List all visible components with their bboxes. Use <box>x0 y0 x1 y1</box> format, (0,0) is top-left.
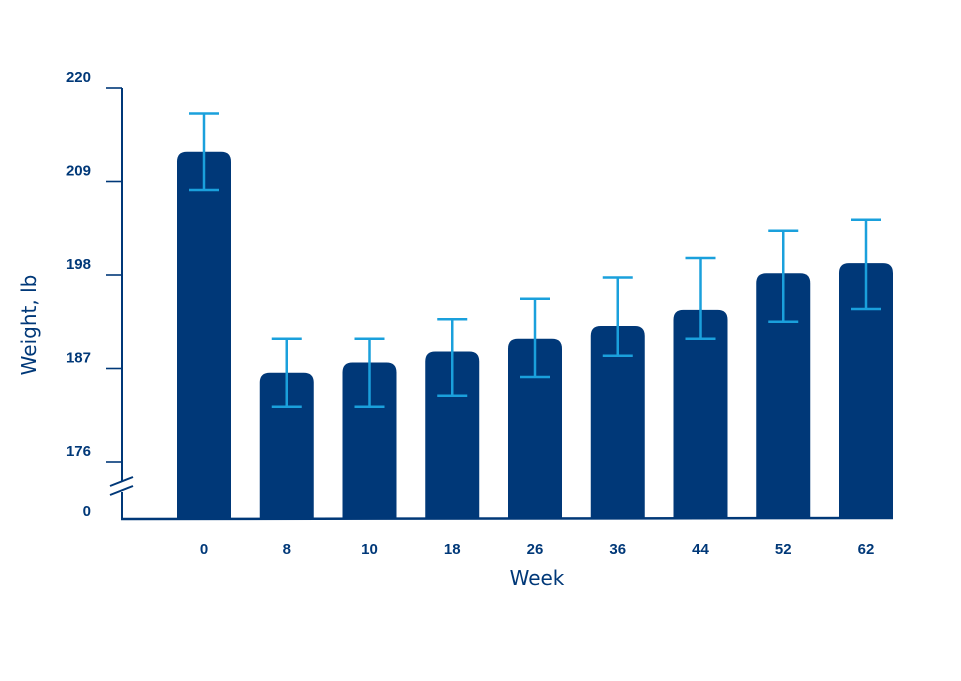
y-tick-label: 176 <box>66 443 91 460</box>
bar-week-18 <box>425 351 480 519</box>
y-tick-label: 0 <box>83 503 91 520</box>
error-bar-week-52 <box>768 229 799 323</box>
x-tick-label: 10 <box>361 541 378 558</box>
axis-break-gap <box>110 481 134 492</box>
error-bars <box>189 112 881 408</box>
error-bar-week-0 <box>189 112 219 192</box>
error-bar-week-26 <box>520 297 550 379</box>
y-axis: 220 209 198 187 176 0 <box>66 69 134 520</box>
x-tick-label: 36 <box>609 541 626 558</box>
x-tick-label: 44 <box>692 541 709 558</box>
x-tick-label: 52 <box>775 541 792 558</box>
axis-break-mark <box>109 485 134 496</box>
y-tick-label: 198 <box>66 256 91 273</box>
y-axis-title: Weight, lb <box>17 275 41 376</box>
bar-week-10 <box>342 362 397 519</box>
x-tick-label: 62 <box>858 541 875 558</box>
y-tick-label: 209 <box>66 163 91 180</box>
x-axis: 0 8 10 18 26 36 44 52 62 <box>120 516 894 558</box>
bars <box>177 151 893 519</box>
bar-week-26 <box>508 338 562 519</box>
error-bar-week-18 <box>437 317 468 397</box>
bar-week-36 <box>590 326 645 519</box>
error-bar-week-36 <box>602 276 633 357</box>
bar-week-62 <box>839 263 893 519</box>
x-tick-label: 8 <box>283 541 291 558</box>
x-tick-label: 26 <box>527 541 544 558</box>
x-tick-label: 18 <box>444 541 461 558</box>
error-bar-week-44 <box>685 256 716 340</box>
x-axis-title: Week <box>510 566 565 590</box>
bar-week-0 <box>177 151 231 519</box>
axis-break-mark <box>109 476 134 487</box>
x-axis-line <box>120 516 894 521</box>
error-bar-week-62 <box>851 218 881 311</box>
bar-week-8 <box>259 372 314 519</box>
x-tick-label: 0 <box>200 541 208 558</box>
error-bar-week-10 <box>354 337 385 408</box>
error-bar-week-8 <box>271 337 302 408</box>
bar-week-44 <box>673 309 728 519</box>
bar-week-52 <box>756 273 811 519</box>
y-tick-label: 220 <box>66 69 91 86</box>
y-tick-label: 187 <box>66 350 91 367</box>
